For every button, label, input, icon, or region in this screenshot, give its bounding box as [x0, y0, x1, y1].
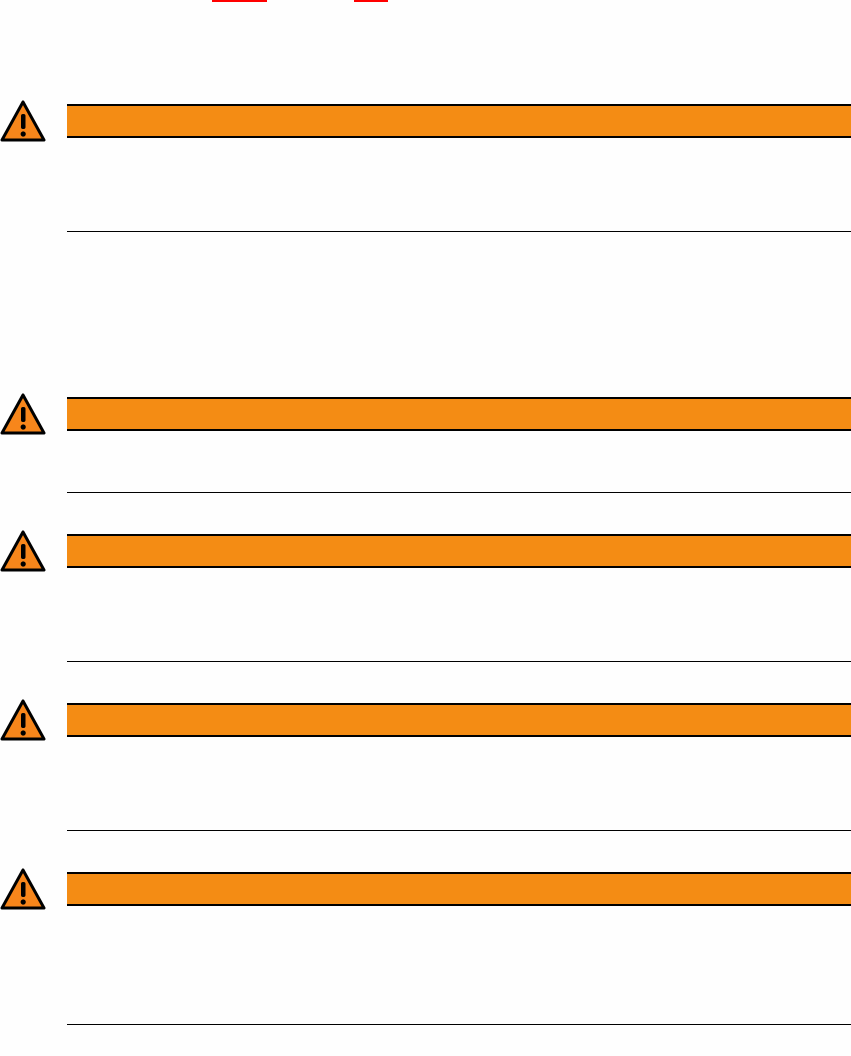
warning-header-bar: [67, 534, 851, 568]
warning-body: [67, 906, 851, 1025]
warning-triangle-icon: [0, 868, 46, 910]
warning-header-bar: [67, 703, 851, 737]
warning-body: [67, 568, 851, 662]
link-underline-1[interactable]: [212, 0, 267, 2]
warning-triangle-icon: [0, 530, 46, 572]
warning-header-bar: [67, 872, 851, 906]
warning-header-bar: [67, 397, 851, 431]
warning-triangle-icon: [0, 393, 46, 435]
warning-body: [67, 431, 851, 493]
link-underline-2[interactable]: [354, 0, 388, 2]
warning-body: [67, 737, 851, 831]
warning-header-bar: [67, 104, 851, 138]
warning-triangle-icon: [0, 100, 46, 142]
warning-triangle-icon: [0, 699, 46, 741]
warning-body: [67, 138, 851, 232]
